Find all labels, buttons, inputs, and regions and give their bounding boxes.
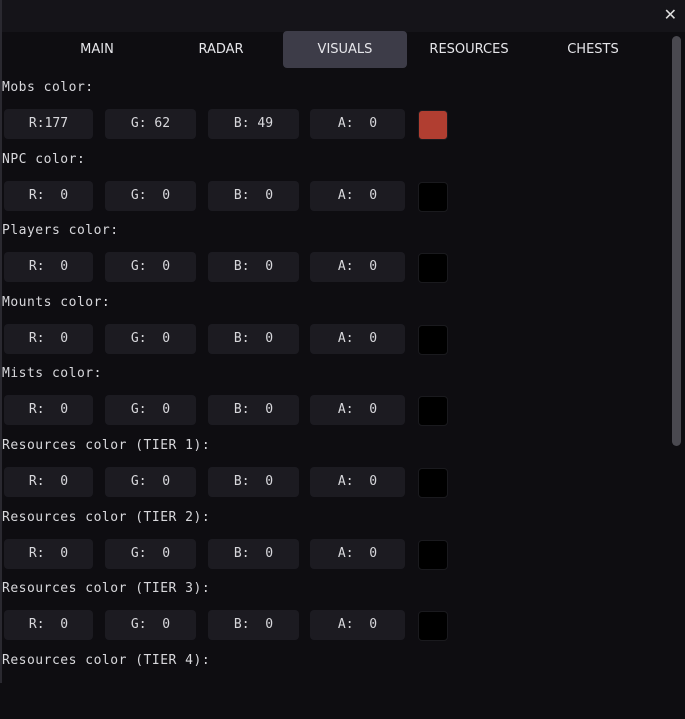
r-channel-input[interactable]: R: 0 <box>4 395 93 426</box>
a-channel-input[interactable]: A: 0 <box>310 395 405 426</box>
scrollbar[interactable] <box>669 34 683 683</box>
color-swatch[interactable] <box>418 539 448 570</box>
b-channel-input[interactable]: B: 49 <box>208 109 299 139</box>
r-channel-input[interactable]: R: 0 <box>4 180 93 211</box>
b-channel-input[interactable]: B: 0 <box>208 323 299 354</box>
color-section: Resources color (TIER 1): R: 0 G: 0 B: 0 A: … <box>0 433 668 505</box>
color-swatch[interactable] <box>418 396 448 427</box>
b-channel-input[interactable]: B: 0 <box>208 610 299 641</box>
color-swatch[interactable] <box>418 110 448 140</box>
color-swatch[interactable] <box>418 324 448 355</box>
g-channel-input[interactable]: G: 0 <box>105 466 196 497</box>
color-section: Resources color (TIER 3): R: 0 G: 0 B: 0 A: … <box>0 576 668 648</box>
g-channel-input[interactable]: G: 0 <box>105 252 196 283</box>
r-channel-input[interactable]: R: 0 <box>4 323 93 354</box>
a-channel-input[interactable]: A: 0 <box>310 538 405 569</box>
tab-bar: MAIN RADAR VISUALS RESOURCES CHESTS <box>35 31 660 68</box>
a-channel-input[interactable]: A: 0 <box>310 109 405 139</box>
a-channel-input[interactable]: A: 0 <box>310 252 405 283</box>
color-label: Mists color: <box>2 366 102 382</box>
b-channel-input[interactable]: B: 0 <box>208 395 299 426</box>
color-label: Players color: <box>2 223 119 239</box>
tab-visuals[interactable]: VISUALS <box>283 31 407 68</box>
g-channel-input[interactable]: G: 62 <box>105 109 196 139</box>
color-label: Resources color (TIER 1): <box>2 437 211 453</box>
color-section: Resources color (TIER 2): R: 0 G: 0 B: 0 A: … <box>0 505 668 577</box>
r-channel-input[interactable]: R: 0 <box>4 466 93 497</box>
color-swatch[interactable] <box>418 181 448 212</box>
tab-radar[interactable]: RADAR <box>198 42 244 57</box>
color-label: Resources color (TIER 4): <box>2 652 211 668</box>
b-channel-input[interactable]: B: 0 <box>208 252 299 283</box>
a-channel-input[interactable]: A: 0 <box>310 466 405 497</box>
window-border <box>0 0 2 683</box>
close-icon[interactable]: ✕ <box>663 5 677 24</box>
color-section: Players color: R: 0 G: 0 B: 0 A: 0 <box>0 218 668 290</box>
r-channel-input[interactable]: R: 0 <box>4 538 93 569</box>
tab-main[interactable]: MAIN <box>80 42 114 57</box>
color-label: Resources color (TIER 3): <box>2 581 211 597</box>
a-channel-input[interactable]: A: 0 <box>310 323 405 354</box>
g-channel-input[interactable]: G: 0 <box>105 395 196 426</box>
r-channel-input[interactable]: R:177 <box>4 109 93 139</box>
b-channel-input[interactable]: B: 0 <box>208 180 299 211</box>
g-channel-input[interactable]: G: 0 <box>105 323 196 354</box>
g-channel-input[interactable]: G: 0 <box>105 538 196 569</box>
color-section: NPC color: R: 0 G: 0 B: 0 A: 0 <box>0 147 668 219</box>
color-swatch[interactable] <box>418 611 448 642</box>
r-channel-input[interactable]: R: 0 <box>4 252 93 283</box>
b-channel-input[interactable]: B: 0 <box>208 466 299 497</box>
color-section: Mounts color: R: 0 G: 0 B: 0 A: 0 <box>0 290 668 362</box>
title-bar[interactable] <box>0 0 685 32</box>
b-channel-input[interactable]: B: 0 <box>208 538 299 569</box>
color-swatch[interactable] <box>418 467 448 498</box>
g-channel-input[interactable]: G: 0 <box>105 180 196 211</box>
g-channel-input[interactable]: G: 0 <box>105 610 196 641</box>
r-channel-input[interactable]: R: 0 <box>4 610 93 641</box>
color-settings-list: Mobs color: R:177 G: 62 B: 49 A: 0 NPC color:… <box>0 75 668 719</box>
color-section: Resources color (TIER 4): <box>0 648 668 719</box>
color-swatch[interactable] <box>418 253 448 284</box>
color-label: Mounts color: <box>2 294 111 310</box>
color-section: Mobs color: R:177 G: 62 B: 49 A: 0 <box>0 75 668 147</box>
scrollbar-thumb[interactable] <box>672 36 681 446</box>
color-label: Resources color (TIER 2): <box>2 509 211 525</box>
color-label: NPC color: <box>2 151 86 167</box>
tab-resources[interactable]: RESOURCES <box>429 42 509 57</box>
tab-chests[interactable]: CHESTS <box>567 42 619 57</box>
a-channel-input[interactable]: A: 0 <box>310 610 405 641</box>
color-section: Mists color: R: 0 G: 0 B: 0 A: 0 <box>0 361 668 433</box>
color-label: Mobs color: <box>2 80 94 95</box>
a-channel-input[interactable]: A: 0 <box>310 180 405 211</box>
